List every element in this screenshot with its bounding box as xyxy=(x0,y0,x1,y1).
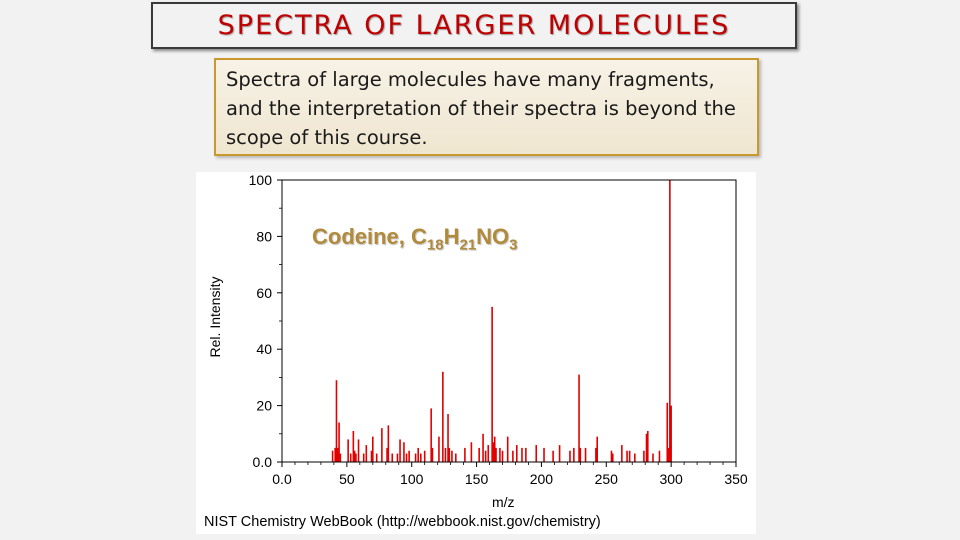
slide-title: SPECTRA OF LARGER MOLECULES xyxy=(217,10,731,41)
peak-bars xyxy=(331,180,672,462)
x-axis-label: m/z xyxy=(492,494,515,510)
x-tick-label-5: 250 xyxy=(595,471,619,487)
x-tick-label-1: 50 xyxy=(339,471,355,487)
mass-spectrum-chart: 0.0 50 100 150 200 250 300 350 0.0 20 40 60 80 100 Re… xyxy=(196,172,756,534)
y-axis-label: Rel. Intensity xyxy=(207,276,223,358)
formula-h-count: 21 xyxy=(459,236,477,254)
x-tick-label-2: 100 xyxy=(400,471,424,487)
formula-h: H xyxy=(443,224,460,249)
x-tick-label-7: 350 xyxy=(724,471,748,487)
chart-svg: 0.0 50 100 150 200 250 300 350 0.0 20 40 60 80 100 xyxy=(249,172,748,487)
slide-title-box: SPECTRA OF LARGER MOLECULES xyxy=(151,2,797,49)
y-tick-label-0: 0.0 xyxy=(253,454,273,470)
chart-axes: 0.0 50 100 150 200 250 300 350 0.0 20 40 60 80 100 xyxy=(249,172,748,487)
compound-label: Codeine, C18H21NO3 xyxy=(312,224,518,253)
x-tick-label-3: 150 xyxy=(465,471,489,487)
y-tick-label-4: 80 xyxy=(256,228,272,244)
formula-c: C xyxy=(411,224,427,249)
note-box: Spectra of large molecules have many fra… xyxy=(214,58,759,156)
x-tick-label-4: 200 xyxy=(530,471,554,487)
formula-no: NO xyxy=(476,224,510,249)
x-tick-label-6: 300 xyxy=(659,471,683,487)
note-text: Spectra of large molecules have many fra… xyxy=(226,68,736,149)
y-tick-label-5: 100 xyxy=(249,172,273,188)
compound-name: Codeine, xyxy=(312,224,412,249)
y-tick-label-3: 60 xyxy=(256,285,272,301)
x-tick-label-0: 0.0 xyxy=(272,471,292,487)
formula-o-count: 3 xyxy=(509,236,518,254)
y-tick-label-2: 40 xyxy=(256,341,272,357)
source-credit: NIST Chemistry WebBook (http://webbook.n… xyxy=(204,514,601,530)
y-tick-label-1: 20 xyxy=(256,398,272,414)
formula-c-count: 18 xyxy=(426,236,444,254)
